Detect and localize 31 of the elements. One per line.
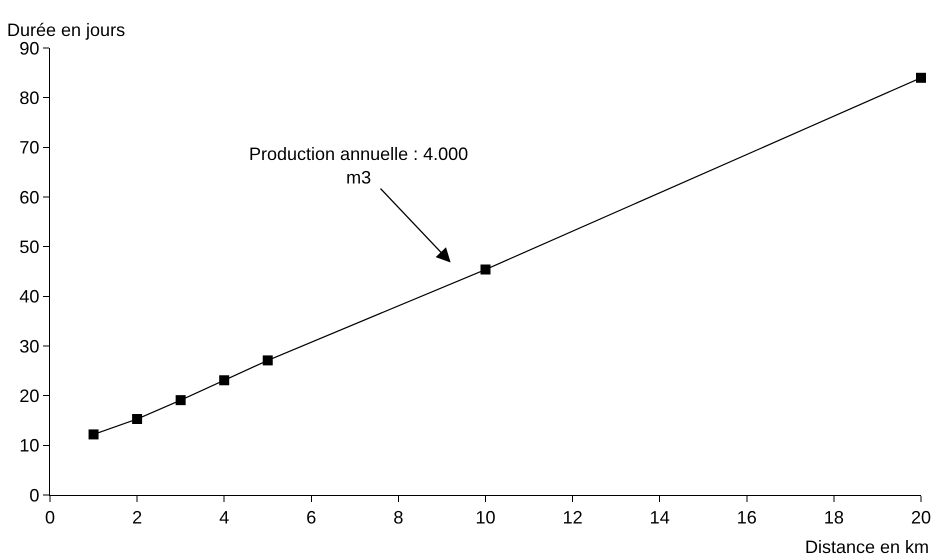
x-tick-label: 4 [219,508,230,528]
y-tick-label: 10 [19,436,40,456]
point [88,429,99,440]
x-tick-label: 20 [910,508,932,528]
y-tick-label: 60 [19,187,40,208]
x-tick-label: 6 [306,508,316,528]
x-tick-label: 14 [650,508,670,528]
y-tick-label: 70 [19,138,40,158]
y-tick-label: 40 [19,286,40,307]
y-tick-label: 50 [19,236,40,257]
x-tick-label: 16 [736,508,757,528]
x-tick-label: 10 [475,508,496,528]
annotation: Production annuelle : 4.000 m3 [249,144,468,188]
x-tick-label: 12 [562,508,583,528]
point [176,395,186,406]
x-tick-label: 2 [132,508,142,528]
x-axis-title: Distance en km [805,537,930,556]
y-tick-label: 20 [19,386,40,406]
x-tick-label: 18 [824,508,844,528]
y-tick-label: 0 [29,485,40,506]
point [262,355,273,366]
x-tick-label: 0 [44,508,56,528]
x-tick-label: 8 [393,508,404,528]
point [219,375,230,386]
point [916,72,926,83]
y-tick-label: 30 [19,336,40,356]
y-tick-label: 80 [19,88,40,108]
y-axis-title: Durée en jours [7,20,126,40]
point [132,414,142,424]
y-tick-label: 90 [19,38,40,58]
point [480,264,490,275]
